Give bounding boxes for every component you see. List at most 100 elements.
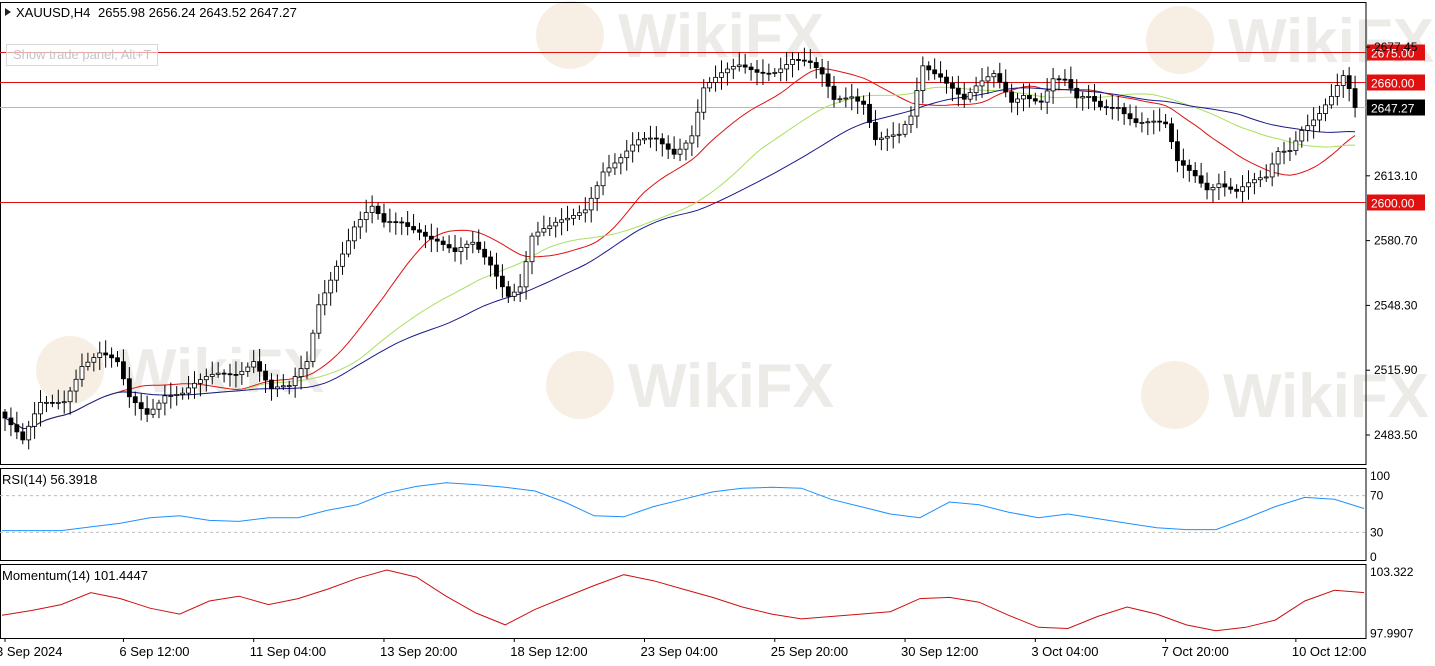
candle-body (1192, 170, 1198, 177)
candle-body (559, 219, 565, 223)
watermark-logo-icon (36, 336, 104, 404)
candle-body (209, 373, 215, 377)
candle-body (156, 402, 162, 410)
candle-body (1240, 186, 1245, 192)
candle-body (624, 150, 630, 159)
rsi-panel-frame (0, 468, 1367, 561)
candle-body (1133, 118, 1139, 124)
horizontal-levels[interactable]: 2675.00 2660.00 2600.00 2647.27 (0, 44, 1425, 211)
time-tick-label: 25 Sep 20:00 (771, 644, 848, 659)
candle-body (991, 73, 997, 78)
watermark-text: WikiFX (1228, 7, 1434, 76)
candle-body (126, 378, 132, 398)
candle-body (582, 209, 588, 214)
candle-body (1293, 140, 1299, 151)
candle-body (357, 219, 363, 228)
candle-body (61, 401, 67, 404)
candle-body (1352, 88, 1358, 108)
candle-body (1228, 186, 1234, 190)
candle-body (796, 59, 801, 61)
candle-body (1222, 183, 1228, 188)
watermark-text: WikiFX (628, 352, 834, 421)
trade-panel-hint[interactable]: Show trade panel, Alt+T (6, 44, 159, 66)
candle-body (1080, 96, 1086, 99)
candle-body (1032, 98, 1038, 102)
candle-body (920, 65, 926, 91)
candle-body (292, 376, 298, 387)
candle-body (565, 217, 570, 221)
candle-body (630, 144, 636, 152)
candle-body (8, 417, 14, 426)
candle-body (198, 379, 203, 384)
watermark-logo-icon (1146, 6, 1214, 74)
candle-body (1115, 107, 1121, 109)
time-tick-label: 18 Sep 12:00 (510, 644, 587, 659)
candle-body (1121, 107, 1127, 115)
candle-body (843, 97, 849, 100)
candle-body (955, 87, 961, 95)
candle-body (784, 64, 790, 70)
candle-body (707, 82, 713, 89)
price-tick-label: 2613.10 (1374, 169, 1418, 183)
candle-body (878, 137, 884, 140)
time-tick-label: 11 Sep 04:00 (250, 644, 326, 659)
candle-body (14, 424, 20, 433)
candle-body (837, 98, 843, 101)
candle-body (1334, 85, 1340, 97)
watermark-logo-icon (546, 351, 614, 419)
candle-body (713, 76, 718, 83)
candle-body (1216, 183, 1222, 188)
candle-body (896, 133, 902, 136)
candle-body (701, 87, 707, 113)
candle-body (109, 354, 114, 359)
candle-body (985, 76, 991, 82)
candle-body (1027, 95, 1032, 100)
candle-body (1169, 123, 1174, 143)
candle-body (944, 76, 949, 84)
time-tick-label: 3 Sep 2024 (0, 644, 63, 659)
candle-body (612, 162, 618, 169)
candle-body (535, 231, 541, 237)
candle-body (553, 221, 559, 227)
candle-body (334, 265, 339, 281)
candle-body (600, 171, 606, 187)
momentum-level-label: 97.9907 (1370, 626, 1414, 640)
candle-body (192, 382, 197, 389)
candle-body (91, 357, 97, 363)
candle-body (1009, 91, 1015, 103)
candle-body (221, 372, 227, 375)
candle-body (819, 67, 825, 75)
time-tick-label: 3 Oct 04:00 (1031, 644, 1098, 659)
candle-body (1287, 150, 1293, 152)
candle-body (725, 68, 730, 74)
candle-body (1015, 98, 1020, 103)
candle-body (1281, 150, 1287, 153)
level-price-tag (1367, 74, 1425, 91)
moving-average-lines (4, 68, 1356, 430)
candle-body (1103, 106, 1109, 109)
candle-body (38, 401, 43, 415)
candle-body (689, 135, 695, 144)
candle-body (653, 137, 659, 140)
candle-body (49, 401, 55, 404)
candle-body (618, 157, 624, 164)
candle-body (168, 395, 174, 397)
candle-body (902, 124, 908, 135)
candle-body (884, 135, 890, 139)
candle-body (375, 205, 381, 215)
candle-body (162, 395, 168, 404)
candle-body (979, 80, 985, 87)
candle-body (778, 68, 784, 73)
candle-body (310, 332, 316, 362)
rsi-title: RSI(14) 56.3918 (2, 472, 97, 487)
candle-body (730, 66, 736, 70)
candle-body (523, 261, 529, 288)
candle-body (772, 71, 778, 74)
candle-body (280, 385, 286, 388)
candle-body (541, 228, 547, 233)
watermark-logo-icon (536, 1, 604, 69)
candle-body (150, 408, 156, 415)
candle-body (1275, 151, 1281, 165)
